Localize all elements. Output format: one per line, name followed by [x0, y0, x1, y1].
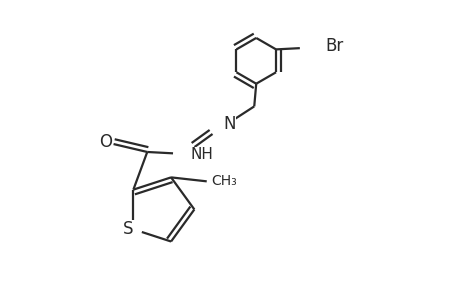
Text: NH: NH	[190, 148, 213, 163]
Text: N: N	[223, 115, 235, 133]
Text: Br: Br	[325, 38, 343, 56]
Text: S: S	[123, 220, 134, 238]
Text: O: O	[99, 133, 112, 151]
Text: CH₃: CH₃	[211, 174, 237, 188]
